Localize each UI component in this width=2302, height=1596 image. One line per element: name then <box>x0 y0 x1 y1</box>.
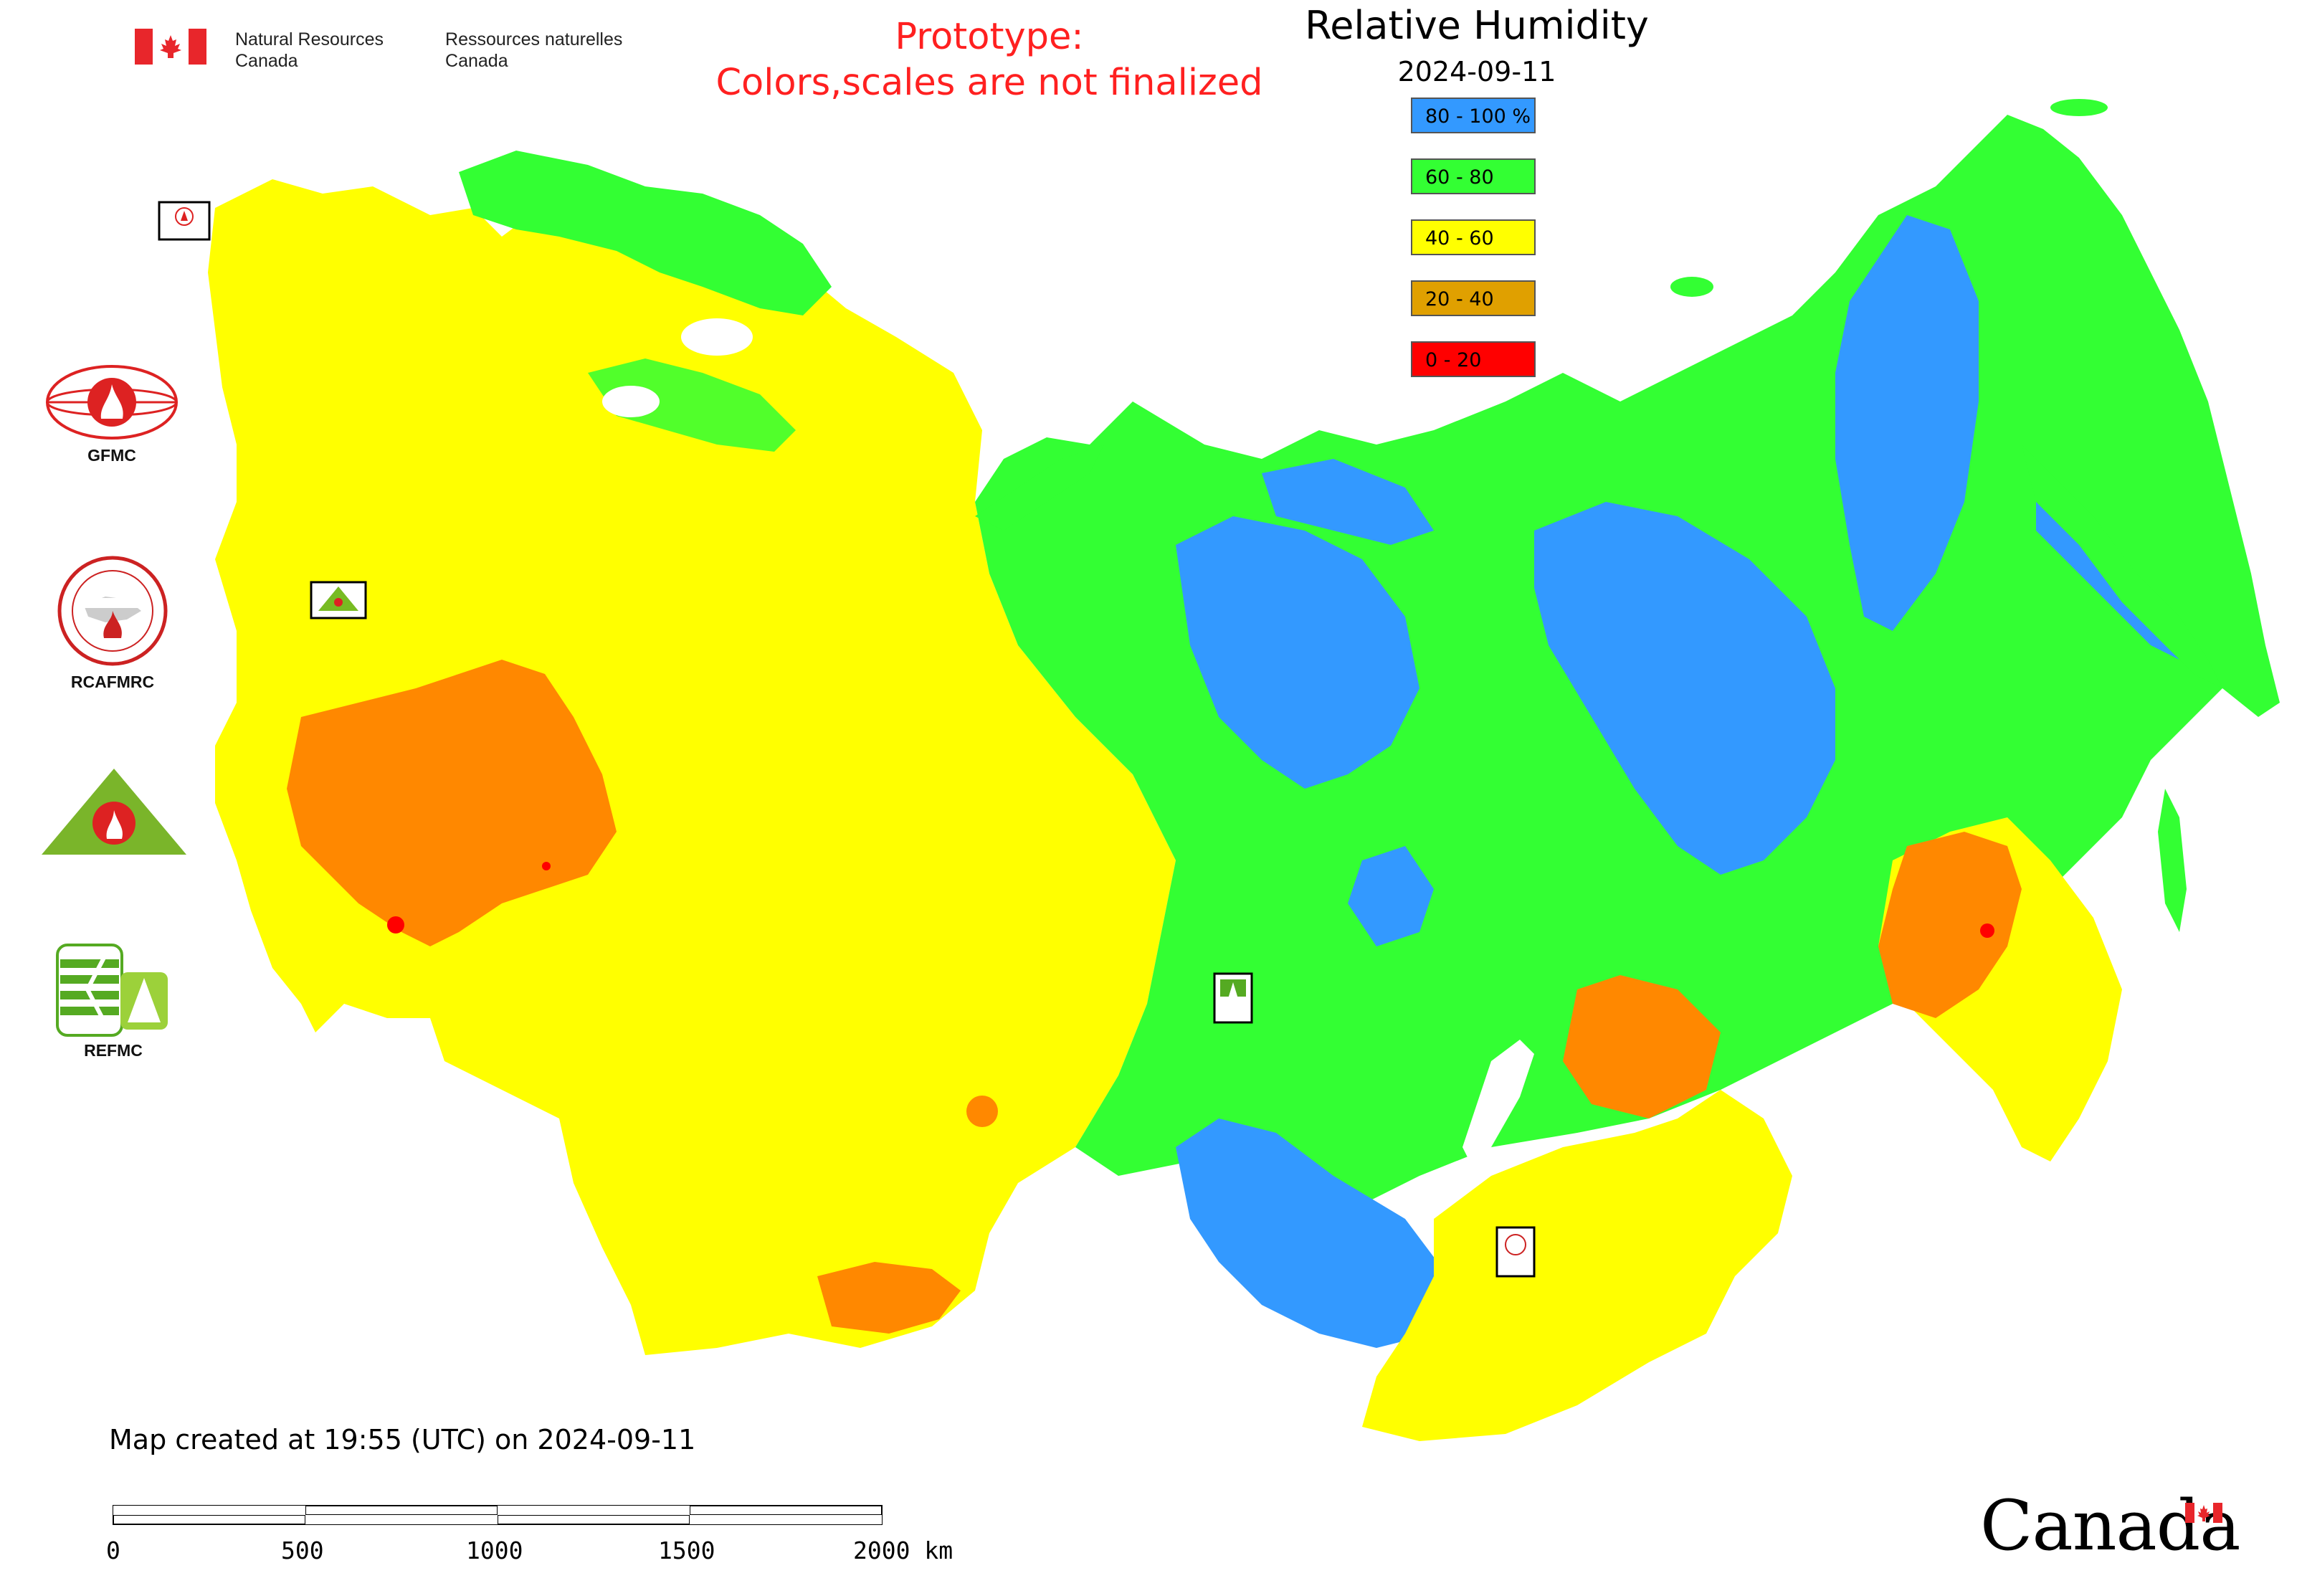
reefmc-logo[interactable] <box>37 766 191 872</box>
map-zone-80-100-kamchatka <box>2036 502 2179 660</box>
map-zone-80-100-taimyr <box>1262 459 1434 545</box>
canada-wordmark: Canada <box>1980 1486 2240 1566</box>
white-sea <box>681 318 753 356</box>
logo-label-gfmc: GFMC <box>87 446 136 465</box>
scale-bar <box>113 1505 883 1525</box>
novaya-zemlya <box>975 445 1104 531</box>
gfmc-logo[interactable]: GFMC <box>40 363 184 465</box>
legend-item-60-80: 60 - 80 <box>1411 158 1536 194</box>
prototype-line-2: Colors,scales are not finalized <box>715 62 1263 104</box>
map-zone-20-40-kazakh <box>817 1262 961 1334</box>
map-zone-0-20-spot-3 <box>542 862 551 870</box>
sakhalin <box>2158 789 2187 932</box>
scale-tick-1500: 1500 <box>658 1536 715 1564</box>
map-zone-80-100-patch <box>1348 846 1434 946</box>
canada-flag-icon <box>135 29 206 65</box>
agency-name-en: Natural Resources Canada <box>235 29 384 71</box>
map-zone-0-20-spot-2 <box>1980 923 1994 938</box>
wordmark-flag-icon <box>2185 1503 2222 1523</box>
scale-tick-2000: 2000 km <box>853 1536 953 1564</box>
map-created-timestamp: Map created at 19:55 (UTC) on 2024-09-11 <box>109 1424 696 1455</box>
map-zone-20-40-west <box>287 660 617 946</box>
legend-item-40-60: 40 - 60 <box>1411 219 1536 255</box>
map-date: 2024-09-11 <box>1397 56 1556 87</box>
map-zone-20-40-far-east <box>1878 832 2022 1018</box>
lake-ladoga <box>602 386 660 417</box>
refmc-logo[interactable]: REFMC <box>56 944 171 1060</box>
map-zone-80-100-central <box>1176 516 1419 789</box>
marker-gfmc[interactable] <box>158 201 211 241</box>
legend-item-20-40: 20 - 40 <box>1411 280 1536 316</box>
rcafmrc-logo-icon <box>57 556 168 666</box>
map-zone-0-20-spot-1 <box>387 916 404 934</box>
map-zone-60-80-kamchatka <box>2022 445 2222 688</box>
map-zone-80-100-east <box>1835 215 1979 631</box>
prototype-line-1: Prototype: <box>895 16 1084 58</box>
map-zone-40-60-mongolia <box>1362 1090 1792 1441</box>
scale-tick-500: 500 <box>281 1536 324 1564</box>
map-zone-20-40-spot <box>966 1096 998 1127</box>
map-zone-60-80-karelia <box>588 358 796 452</box>
map-zone-20-40-amur <box>1563 975 1721 1118</box>
scale-tick-0: 0 <box>106 1536 120 1564</box>
prototype-notice: Prototype: Colors,scales are not finaliz… <box>638 14 1341 106</box>
map-title: Relative Humidity <box>1305 3 1649 48</box>
legend-item-80-100: 80 - 100 % <box>1411 98 1536 133</box>
marker-reefmc[interactable] <box>310 581 367 619</box>
map-zone-60-80-kola <box>459 151 832 315</box>
map-zone-40-60-west <box>208 179 1176 1355</box>
new-siberian-islands <box>1670 277 1713 297</box>
marker-refmc[interactable] <box>1213 972 1253 1024</box>
reefmc-logo-icon <box>39 769 189 868</box>
map-zone-80-100-yakutia <box>1534 502 1835 875</box>
marker-rcafmrc[interactable] <box>1495 1226 1536 1278</box>
wrangel-island <box>2050 99 2108 116</box>
rcafmrc-logo[interactable]: RCAFMRC <box>52 554 173 692</box>
logo-label-rcafmrc: RCAFMRC <box>70 673 155 691</box>
logo-label-refmc: REFMC <box>84 1041 143 1060</box>
agency-name-fr: Ressources naturelles Canada <box>445 29 623 71</box>
scale-tick-1000: 1000 <box>466 1536 523 1564</box>
legend: 80 - 100 % 60 - 80 40 - 60 20 - 40 0 - 2… <box>1411 98 1536 402</box>
lake-baikal <box>1462 1040 1534 1162</box>
refmc-logo-icon <box>56 944 168 1037</box>
legend-item-0-20: 0 - 20 <box>1411 341 1536 377</box>
nrcan-signature: Natural Resources Canada Ressources natu… <box>135 29 622 72</box>
gfmc-logo-icon <box>46 365 178 440</box>
map-zone-80-100-southwest <box>1176 1118 1448 1348</box>
